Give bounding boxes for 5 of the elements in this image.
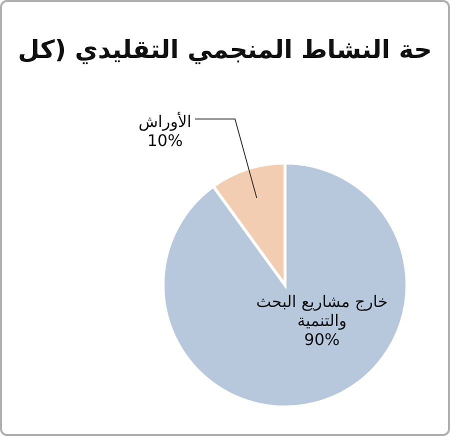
data-label: 90% xyxy=(304,330,340,350)
chart-title: حة النشاط المنجمي التقليدي (كل xyxy=(18,35,432,65)
data-label: 10% xyxy=(147,131,183,150)
slice-label: الأوراش xyxy=(138,111,192,131)
slice-label: خارج مشاريع البحث والتنمية xyxy=(256,292,388,330)
